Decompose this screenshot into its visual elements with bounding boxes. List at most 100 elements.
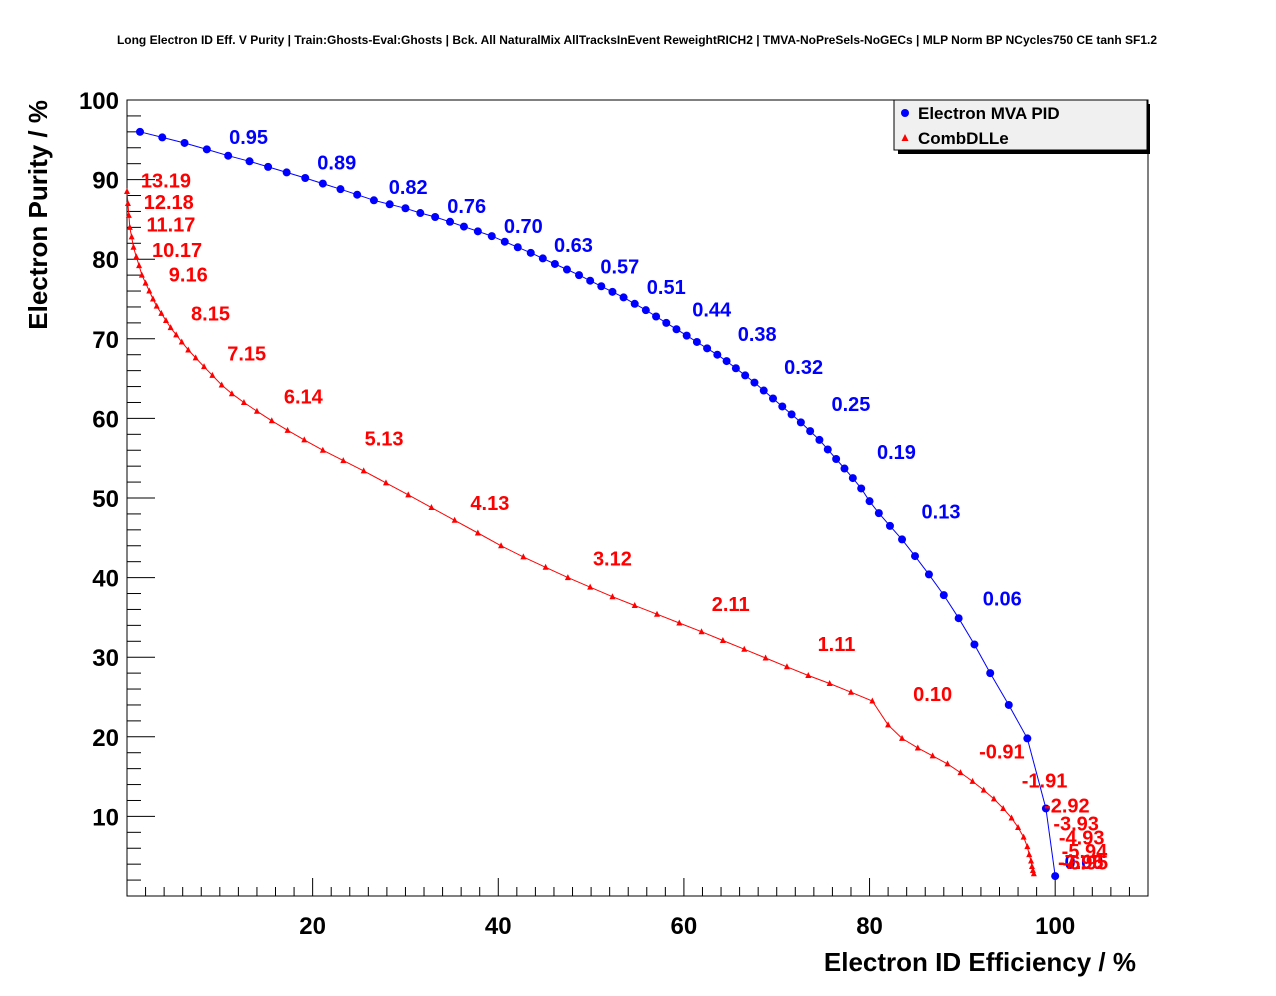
data-point xyxy=(741,371,750,380)
legend-label: CombDLLe xyxy=(918,129,1009,148)
data-point xyxy=(970,640,979,649)
y-axis-title: Electron Purity / % xyxy=(23,100,53,330)
data-point xyxy=(130,243,137,250)
data-point xyxy=(201,363,208,370)
point-label: 0.13 xyxy=(922,502,961,524)
point-label: 0.57 xyxy=(600,257,639,279)
y-tick-label: 40 xyxy=(92,566,119,593)
data-point xyxy=(474,529,481,536)
data-point xyxy=(446,217,455,226)
y-tick-label: 80 xyxy=(92,247,119,274)
point-label: -3.93 xyxy=(1053,814,1099,836)
data-point xyxy=(301,174,310,183)
point-label: 1.11 xyxy=(818,634,856,656)
x-tick-label: 100 xyxy=(1035,913,1075,940)
point-label: 0.10 xyxy=(913,684,952,706)
y-tick-label: 70 xyxy=(92,327,119,354)
data-point xyxy=(672,325,681,334)
data-point xyxy=(885,521,894,530)
y-tick-label: 50 xyxy=(92,486,119,513)
data-point xyxy=(826,679,833,686)
point-label: 0.25 xyxy=(831,394,870,416)
legend-label: Electron MVA PID xyxy=(918,104,1060,123)
data-point xyxy=(340,457,347,464)
data-point xyxy=(126,223,133,230)
data-point xyxy=(914,744,921,751)
data-point xyxy=(167,324,174,331)
data-point xyxy=(473,227,482,236)
data-point xyxy=(128,233,135,240)
data-point xyxy=(401,204,410,213)
data-point xyxy=(158,309,165,316)
point-label: 7.15 xyxy=(227,343,266,365)
data-point xyxy=(990,795,997,802)
y-tick-label: 90 xyxy=(92,168,119,195)
data-point xyxy=(158,133,167,142)
point-label: 0.82 xyxy=(389,177,428,199)
series-electron-mva-pid xyxy=(135,127,1060,881)
point-label: 4.13 xyxy=(470,493,509,515)
series-layer xyxy=(124,127,1060,881)
data-point xyxy=(796,418,805,427)
axes: 20 40 60 80 100 10 20 30 40 50 60 70 80 90 100 xyxy=(79,88,1149,940)
data-point xyxy=(630,299,639,308)
data-point xyxy=(597,282,606,291)
data-point xyxy=(319,446,326,453)
data-point xyxy=(146,287,153,294)
chart-title: Long Electron ID Eff. V Purity | Train:G… xyxy=(117,33,1157,47)
data-point xyxy=(1004,700,1013,709)
data-point xyxy=(954,614,963,623)
data-point xyxy=(1028,863,1035,870)
data-point xyxy=(360,467,367,474)
data-point xyxy=(228,390,235,397)
point-label: 3.12 xyxy=(593,549,632,571)
point-labels: 0.95 0.89 0.82 0.76 0.70 0.63 0.57 0.51 0.44 0.38… xyxy=(141,127,1108,875)
data-point xyxy=(885,721,892,728)
data-point xyxy=(526,248,535,257)
data-point xyxy=(840,464,849,473)
data-point xyxy=(124,199,131,206)
data-point xyxy=(869,697,876,704)
data-point xyxy=(520,553,527,560)
data-point xyxy=(652,312,661,321)
data-point xyxy=(823,445,832,454)
point-label: 0.70 xyxy=(504,216,543,238)
data-point xyxy=(631,601,638,608)
point-label: 10.17 xyxy=(152,240,202,262)
data-point xyxy=(209,371,216,378)
data-point xyxy=(353,190,362,199)
data-point xyxy=(173,331,180,338)
data-point xyxy=(1051,872,1060,881)
data-point xyxy=(787,410,796,419)
data-point xyxy=(719,636,726,643)
data-point xyxy=(185,346,192,353)
point-label: 0.00 xyxy=(1064,852,1103,874)
data-point xyxy=(783,663,790,670)
data-point xyxy=(741,645,748,652)
data-point xyxy=(253,407,260,414)
data-point xyxy=(162,316,169,323)
point-label: 0.32 xyxy=(784,357,823,379)
data-point xyxy=(245,157,254,166)
data-point xyxy=(224,151,233,160)
data-point xyxy=(369,196,378,205)
point-label: 6.14 xyxy=(284,386,324,408)
data-point xyxy=(542,563,549,570)
data-point xyxy=(1000,804,1007,811)
data-point xyxy=(731,364,740,373)
data-point xyxy=(382,479,389,486)
data-point xyxy=(778,402,787,411)
data-point xyxy=(218,381,225,388)
point-label: 0.95 xyxy=(229,127,268,149)
data-point xyxy=(865,497,874,506)
data-point xyxy=(759,386,768,395)
data-point xyxy=(142,279,149,286)
data-point xyxy=(124,188,130,195)
data-point xyxy=(136,262,143,269)
data-point xyxy=(149,295,156,302)
legend-marker-0 xyxy=(901,109,909,117)
data-point xyxy=(874,509,883,518)
x-tick-label: 60 xyxy=(671,913,698,940)
data-point xyxy=(848,474,857,483)
data-point xyxy=(676,619,683,626)
